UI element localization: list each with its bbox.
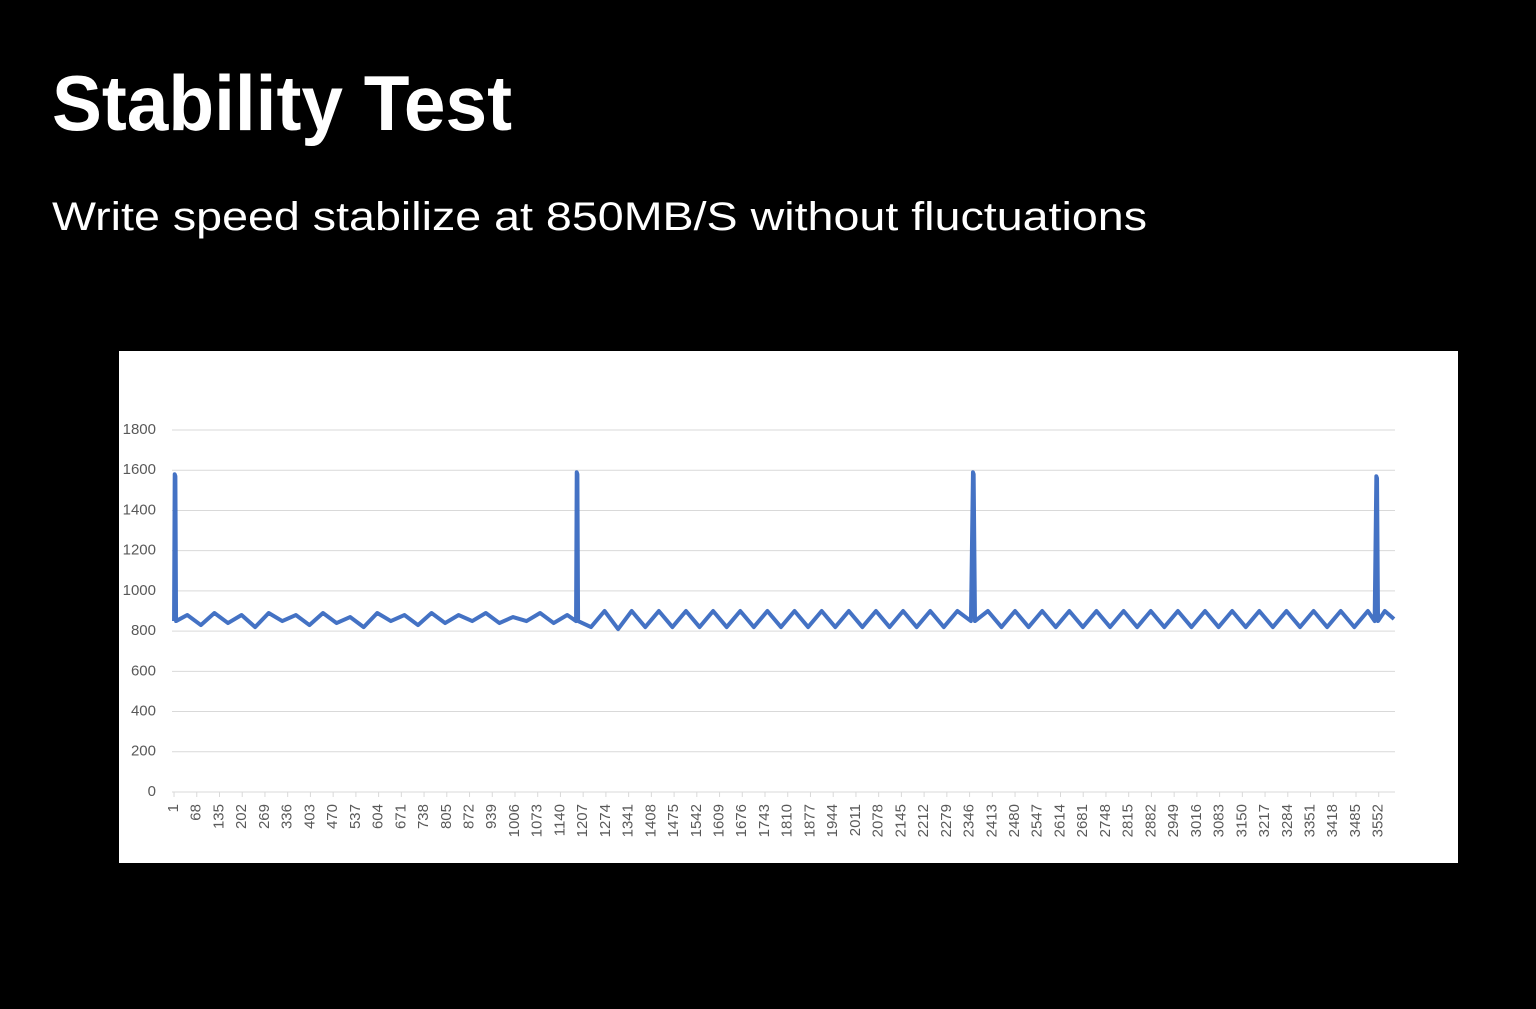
x-tick-label: 202 — [233, 804, 250, 829]
x-tick-label: 939 — [483, 804, 500, 829]
x-tick-label: 1341 — [620, 804, 637, 837]
y-tick-label: 1400 — [123, 501, 156, 518]
x-tick-label: 1609 — [711, 804, 728, 837]
x-tick-label: 3083 — [1211, 804, 1228, 837]
x-tick-label: 2882 — [1142, 804, 1159, 837]
x-tick-label: 1810 — [779, 804, 796, 837]
x-tick-label: 537 — [347, 804, 364, 829]
x-tick-label: 1274 — [597, 804, 614, 837]
x-tick-label: 3016 — [1188, 804, 1205, 837]
x-tick-label: 2748 — [1097, 804, 1114, 837]
x-tick-label: 2614 — [1051, 804, 1068, 837]
x-tick-label: 1073 — [529, 804, 546, 837]
x-tick-label: 3284 — [1279, 804, 1296, 837]
x-tick-label: 3217 — [1256, 804, 1273, 837]
y-tick-label: 1800 — [123, 421, 156, 438]
x-tick-label: 2212 — [915, 804, 932, 837]
y-tick-label: 1200 — [123, 542, 156, 559]
x-tick-label: 1676 — [733, 804, 750, 837]
x-tick-label: 68 — [188, 804, 205, 821]
x-tick-label: 2078 — [870, 804, 887, 837]
data-line — [172, 470, 1396, 632]
x-tick-label: 805 — [438, 804, 455, 829]
x-tick-label: 1877 — [801, 804, 818, 837]
x-tick-label: 2815 — [1120, 804, 1137, 837]
x-tick-label: 738 — [415, 804, 432, 829]
x-tick-label: 3351 — [1301, 804, 1318, 837]
y-tick-label: 600 — [131, 662, 156, 679]
x-tick-label: 3552 — [1370, 804, 1387, 837]
x-tick-label: 2011 — [847, 804, 864, 836]
x-tick-label: 872 — [460, 804, 477, 829]
x-tick-label: 1743 — [756, 804, 773, 837]
x-tick-label: 3150 — [1233, 804, 1250, 837]
chart-area — [119, 351, 1458, 863]
x-tick-label: 1542 — [688, 804, 705, 837]
x-tick-label: 3485 — [1347, 804, 1364, 837]
x-tick-label: 1408 — [642, 804, 659, 837]
x-tick-label: 671 — [392, 804, 409, 829]
x-tick-label: 2949 — [1165, 804, 1182, 837]
x-tick-label: 2145 — [892, 804, 909, 837]
x-tick-label: 2480 — [1006, 804, 1023, 837]
x-tick-label: 1006 — [506, 804, 523, 837]
x-tick-label: 2346 — [961, 804, 978, 837]
slide-title: Stability Test — [52, 59, 512, 147]
x-tick-label: 1207 — [574, 804, 591, 837]
x-tick-label: 336 — [279, 804, 296, 829]
y-tick-label: 800 — [131, 622, 156, 639]
x-tick-label: 3418 — [1324, 804, 1341, 837]
y-tick-label: 400 — [131, 703, 156, 720]
slide-subtitle: Write speed stabilize at 850MB/S without… — [52, 195, 1147, 239]
x-tick-label: 2279 — [938, 804, 955, 837]
x-tick-label: 1475 — [665, 804, 682, 837]
x-tick-label: 403 — [301, 804, 318, 829]
x-tick-label: 2681 — [1074, 804, 1091, 837]
y-tick-label: 1600 — [123, 461, 156, 478]
x-tick-label: 2547 — [1029, 804, 1046, 837]
x-tick-label: 135 — [210, 804, 227, 829]
x-tick-label: 2413 — [983, 804, 1000, 837]
y-tick-label: 1000 — [123, 582, 156, 599]
x-tick-label: 269 — [256, 804, 273, 829]
x-tick-label: 1 — [165, 804, 182, 812]
y-tick-label: 200 — [131, 743, 156, 760]
y-tick-label: 0 — [148, 783, 156, 800]
x-tick-label: 470 — [324, 804, 341, 829]
x-tick-label: 604 — [370, 804, 387, 829]
x-tick-label: 1140 — [551, 804, 568, 836]
x-tick-label: 1944 — [824, 804, 841, 837]
